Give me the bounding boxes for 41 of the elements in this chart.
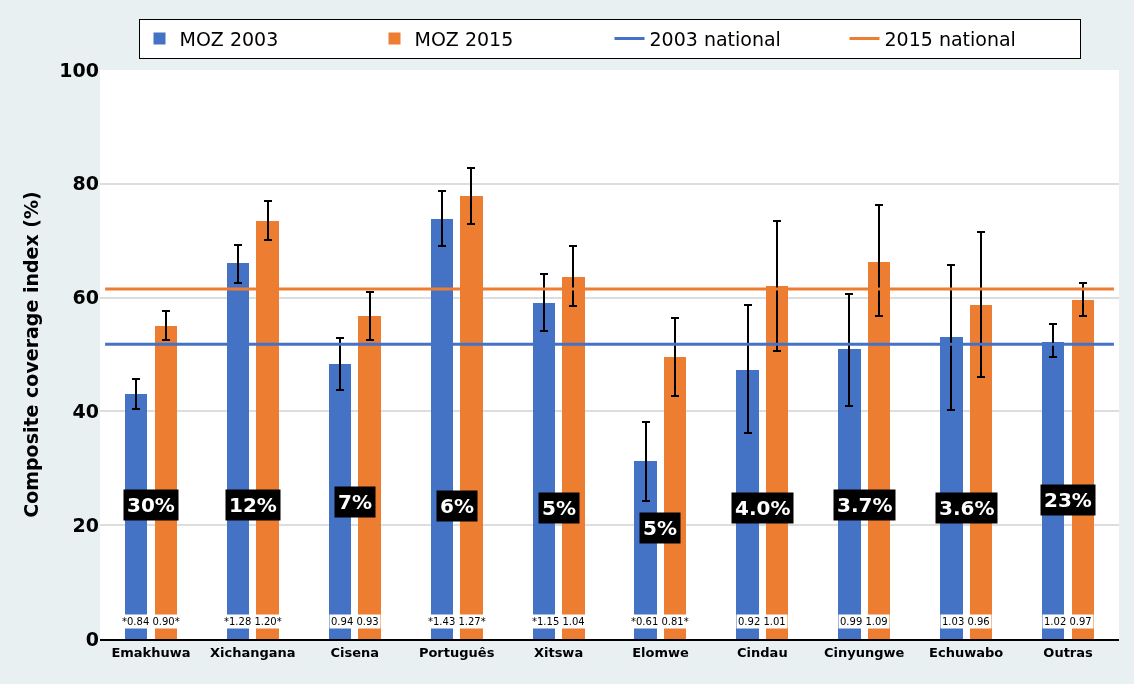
y-tick-label: 20 xyxy=(72,513,99,536)
x-tick-label: Cisena xyxy=(330,644,380,660)
annotation: *0.61 0.81* xyxy=(631,616,689,627)
x-tick-label: Cinyungwe xyxy=(824,644,905,660)
annotation: *1.43 1.27* xyxy=(428,616,486,627)
annotation: 7% xyxy=(338,490,372,514)
annotation: 23% xyxy=(1044,488,1092,512)
annotation: 1.03 0.96 xyxy=(942,616,990,627)
annotation: 0.99 1.09 xyxy=(840,616,888,627)
annotation: 5% xyxy=(542,496,576,520)
y-tick-label: 40 xyxy=(72,400,99,423)
annotation: *1.28 1.20* xyxy=(224,616,282,627)
legend-label: 2015 national xyxy=(884,27,1016,50)
y-tick-label: 100 xyxy=(59,58,99,81)
annotation: 0.94 0.93 xyxy=(331,616,379,627)
y-tick-label: 60 xyxy=(72,286,99,309)
y-tick-label: 80 xyxy=(72,172,99,195)
x-tick-label: Cindau xyxy=(737,644,788,660)
legend-label: MOZ 2015 xyxy=(414,27,514,50)
x-tick-label: Xichangana xyxy=(210,644,296,660)
annotation: 12% xyxy=(229,493,277,517)
annotation: 6% xyxy=(440,494,474,518)
x-tick-label: Xitswa xyxy=(533,644,584,660)
x-tick-label: Echuwabo xyxy=(929,644,1004,660)
annotation: 3.7% xyxy=(837,493,893,517)
annotation: 5% xyxy=(643,516,677,540)
x-tick-label: Português xyxy=(418,644,495,660)
annotation: 1.02 0.97 xyxy=(1044,616,1092,627)
annotation: 3.6% xyxy=(939,496,995,520)
y-tick-label: 0 xyxy=(85,627,99,650)
legend-label: 2003 national xyxy=(649,27,781,50)
legend-label: MOZ 2003 xyxy=(179,27,279,50)
annotation: 4.0% xyxy=(735,496,791,520)
x-tick-label: Elomwe xyxy=(632,644,689,660)
y-axis-title: Composite coverage index (%) xyxy=(20,191,43,518)
annotation: *1.15 1.04 xyxy=(532,616,585,627)
annotation: *0.84 0.90* xyxy=(122,616,180,627)
x-tick-label: Emakhuwa xyxy=(111,644,191,660)
x-tick-label: Outras xyxy=(1043,644,1094,660)
annotation: 30% xyxy=(127,493,175,517)
annotation: 0.92 1.01 xyxy=(738,616,786,627)
